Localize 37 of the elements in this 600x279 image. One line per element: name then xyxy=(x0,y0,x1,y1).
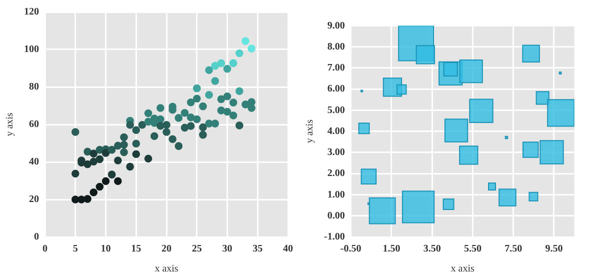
y-tick-label: 0.00 xyxy=(327,210,345,222)
x-tick-label: 10 xyxy=(100,244,111,255)
y-tick-label: 6.00 xyxy=(327,84,345,95)
y-tick-label: 7.00 xyxy=(327,62,345,74)
y-tick-label: 1.00 xyxy=(327,189,345,200)
y-tick-label: 20 xyxy=(29,194,39,206)
y-tick-label: 2.00 xyxy=(327,168,345,180)
y-axis-title: y axis xyxy=(304,119,316,144)
x-tick-label: 3.50 xyxy=(423,244,441,255)
x-axis-title: x axis xyxy=(154,264,178,275)
y-tick-label: 3.00 xyxy=(327,147,345,158)
x-tick-label: 1.50 xyxy=(382,244,400,255)
y-tick-label: 100 xyxy=(24,44,39,56)
x-tick-label: 5 xyxy=(72,244,78,255)
x-tick-label: 9.50 xyxy=(545,244,563,255)
x-tick-label: 30 xyxy=(222,244,232,255)
y-tick-label: 4.00 xyxy=(327,126,345,137)
x-tick-label: 5.50 xyxy=(464,244,482,255)
x-tick-label: 35 xyxy=(252,244,263,255)
x-tick-label: 25 xyxy=(192,244,202,255)
x-tick-label: -0.50 xyxy=(340,244,362,255)
y-tick-label: 8.00 xyxy=(327,41,345,52)
y-tick-label: 9.00 xyxy=(327,20,345,32)
x-tick-label: 15 xyxy=(131,244,142,255)
y-tick-label: 0 xyxy=(34,232,39,243)
x-tick-label: 20 xyxy=(162,244,172,255)
y-tick-label: 40 xyxy=(29,156,39,168)
y-tick-label: 120 xyxy=(24,6,39,18)
y-tick-label: -1.00 xyxy=(324,232,345,243)
y-tick-label: 60 xyxy=(29,119,39,130)
x-tick-label: 40 xyxy=(283,244,293,255)
y-axis-title: y axis xyxy=(4,112,16,136)
y-tick-label: 5.00 xyxy=(327,104,345,116)
x-tick-label: 0 xyxy=(42,244,48,255)
y-tick-label: 80 xyxy=(29,82,39,93)
x-axis-title: x axis xyxy=(450,264,474,275)
x-tick-label: 7.50 xyxy=(504,244,522,255)
